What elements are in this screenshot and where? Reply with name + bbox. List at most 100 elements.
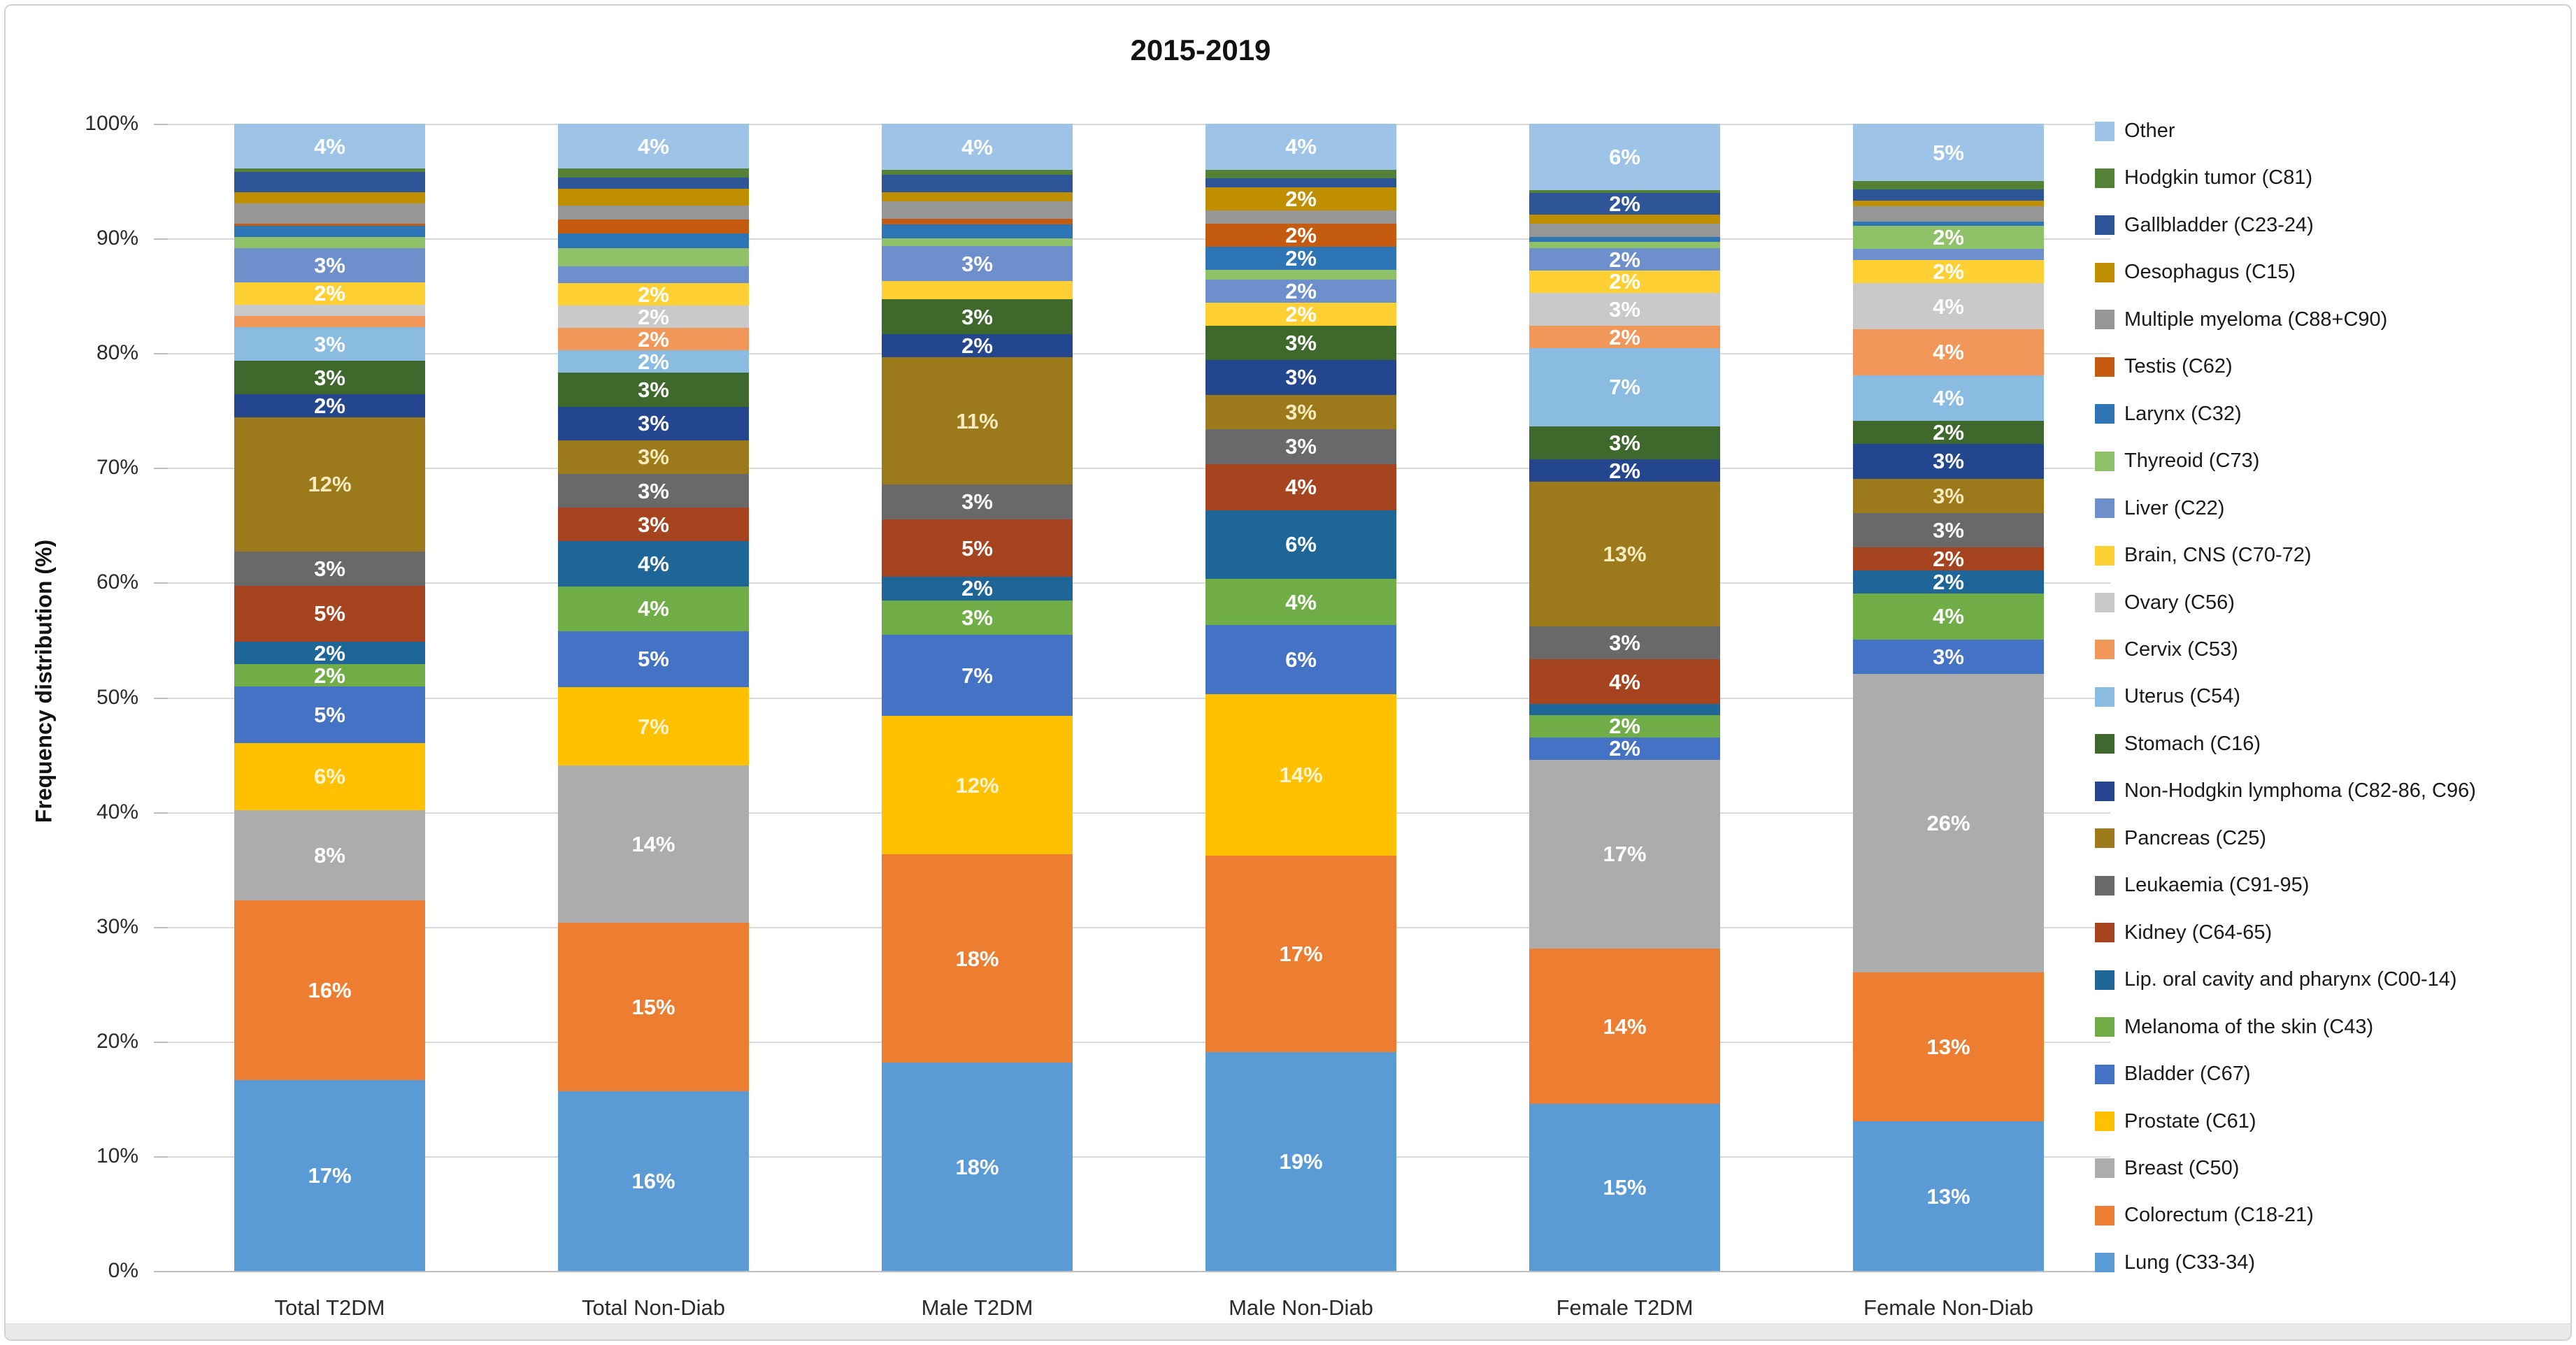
legend-swatch-icon bbox=[2095, 357, 2115, 377]
bar-segment bbox=[234, 168, 426, 173]
bar-segment bbox=[1205, 178, 1397, 187]
bar-segment bbox=[1529, 241, 1721, 249]
segment-data-label: 3% bbox=[1933, 644, 1964, 669]
legend-item: Pancreas (C25) bbox=[2095, 827, 2549, 850]
x-axis-label: Male Non-Diab bbox=[1229, 1295, 1373, 1320]
segment-data-label: 19% bbox=[1279, 1149, 1323, 1174]
bar-segment: 2% bbox=[557, 328, 750, 351]
y-tick-mark bbox=[154, 353, 168, 355]
bar-segment: 15% bbox=[557, 923, 750, 1092]
y-tick-mark bbox=[154, 582, 168, 584]
x-axis-label: Total T2DM bbox=[274, 1295, 385, 1320]
bar-segment: 5% bbox=[1852, 123, 2045, 182]
y-tick-mark bbox=[154, 1041, 168, 1043]
segment-data-label: 2% bbox=[638, 282, 669, 307]
bar-segment: 3% bbox=[234, 326, 426, 361]
legend-item: Gallbladder (C23-24) bbox=[2095, 214, 2549, 237]
y-tick-label: 60% bbox=[96, 570, 138, 594]
legend-item: Colorectum (C18-21) bbox=[2095, 1204, 2549, 1227]
segment-data-label: 15% bbox=[1603, 1175, 1647, 1200]
legend-label: Larynx (C32) bbox=[2124, 402, 2242, 425]
bar-segment bbox=[557, 248, 750, 266]
legend-item: Liver (C22) bbox=[2095, 497, 2549, 520]
segment-data-label: 26% bbox=[1926, 810, 1970, 835]
bar-segment: 3% bbox=[557, 473, 750, 508]
segment-data-label: 2% bbox=[314, 663, 345, 688]
segment-data-label: 15% bbox=[631, 995, 675, 1020]
segment-data-label: 2% bbox=[1933, 420, 1964, 445]
bar-segment: 7% bbox=[557, 687, 750, 766]
bar-segment: 2% bbox=[1205, 224, 1397, 247]
bar-segment bbox=[557, 233, 750, 249]
y-tick-label: 70% bbox=[96, 456, 138, 480]
segment-data-label: 2% bbox=[314, 281, 345, 306]
bar-segment: 4% bbox=[1852, 375, 2045, 422]
bar-segment: 2% bbox=[1205, 187, 1397, 210]
legend-label: Multiple myeloma (C88+C90) bbox=[2124, 308, 2388, 331]
y-axis-title: Frequency distribution (%) bbox=[31, 539, 57, 823]
legend-swatch-icon bbox=[2095, 593, 2115, 613]
segment-data-label: 5% bbox=[961, 535, 993, 561]
segment-data-label: 4% bbox=[638, 596, 669, 621]
bar-segment: 3% bbox=[1852, 639, 2045, 674]
segment-data-label: 2% bbox=[638, 349, 669, 374]
legend-swatch-icon bbox=[2095, 451, 2115, 471]
bar-segment: 8% bbox=[234, 810, 426, 900]
bar-segment: 11% bbox=[881, 357, 1073, 485]
y-tick-label: 20% bbox=[96, 1029, 138, 1053]
segment-data-label: 2% bbox=[638, 304, 669, 329]
segment-data-label: 4% bbox=[638, 134, 669, 159]
segment-data-label: 4% bbox=[1609, 669, 1640, 694]
legend-label: Leukaemia (C91-95) bbox=[2124, 874, 2310, 897]
bar-segment: 2% bbox=[881, 577, 1073, 600]
segment-data-label: 4% bbox=[1933, 340, 1964, 365]
gridline bbox=[168, 353, 2110, 355]
bar-segment: 4% bbox=[1205, 463, 1397, 510]
legend-item: Leukaemia (C91-95) bbox=[2095, 874, 2549, 897]
bar-segment: 3% bbox=[234, 552, 426, 586]
bar-segment: 2% bbox=[557, 349, 750, 374]
bar-segment: 4% bbox=[1205, 579, 1397, 626]
bar-segment: 18% bbox=[881, 854, 1073, 1063]
bar-segment: 4% bbox=[234, 123, 426, 169]
bar-segment bbox=[881, 218, 1073, 224]
bar-segment: 2% bbox=[1529, 192, 1721, 215]
bar-segment: 5% bbox=[234, 686, 426, 743]
bar-segment: 2% bbox=[1852, 547, 2045, 570]
bar-segment bbox=[881, 170, 1073, 175]
bar-segment bbox=[881, 174, 1073, 192]
legend-item: Bladder (C67) bbox=[2095, 1063, 2549, 1086]
segment-data-label: 2% bbox=[1933, 225, 1964, 250]
segment-data-label: 13% bbox=[1926, 1035, 1970, 1060]
legend-swatch-icon bbox=[2095, 121, 2115, 141]
legend-swatch-icon bbox=[2095, 686, 2115, 707]
segment-data-label: 4% bbox=[961, 134, 993, 159]
bar-segment: 17% bbox=[234, 1079, 426, 1271]
legend-label: Lung (C33-34) bbox=[2124, 1251, 2255, 1274]
legend-label: Gallbladder (C23-24) bbox=[2124, 213, 2314, 236]
bar-segment bbox=[1529, 215, 1721, 224]
segment-data-label: 3% bbox=[1609, 430, 1640, 455]
legend-swatch-icon bbox=[2095, 1064, 2115, 1084]
bar-segment: 6% bbox=[1529, 124, 1721, 191]
bar-segment: 3% bbox=[234, 361, 426, 395]
bar-segment: 3% bbox=[557, 508, 750, 542]
segment-data-label: 7% bbox=[961, 663, 993, 688]
legend-label: Bladder (C67) bbox=[2124, 1063, 2251, 1086]
segment-data-label: 6% bbox=[1609, 145, 1640, 170]
segment-data-label: 5% bbox=[1933, 140, 1964, 165]
y-tick-mark bbox=[154, 468, 168, 470]
legend-swatch-icon bbox=[2095, 1112, 2115, 1132]
legend-item: Prostate (C61) bbox=[2095, 1110, 2549, 1133]
segment-data-label: 17% bbox=[308, 1163, 352, 1188]
segment-data-label: 3% bbox=[638, 478, 669, 503]
bar-segment bbox=[234, 315, 426, 327]
bar-segment: 2% bbox=[234, 281, 426, 306]
bar-segment: 14% bbox=[1529, 948, 1721, 1105]
segment-data-label: 13% bbox=[1926, 1184, 1970, 1209]
legend-label: Ovary (C56) bbox=[2124, 591, 2235, 614]
segment-data-label: 3% bbox=[961, 251, 993, 276]
bar-segment: 14% bbox=[557, 765, 750, 923]
legend-item: Kidney (C64-65) bbox=[2095, 921, 2549, 944]
segment-data-label: 2% bbox=[1285, 301, 1317, 326]
